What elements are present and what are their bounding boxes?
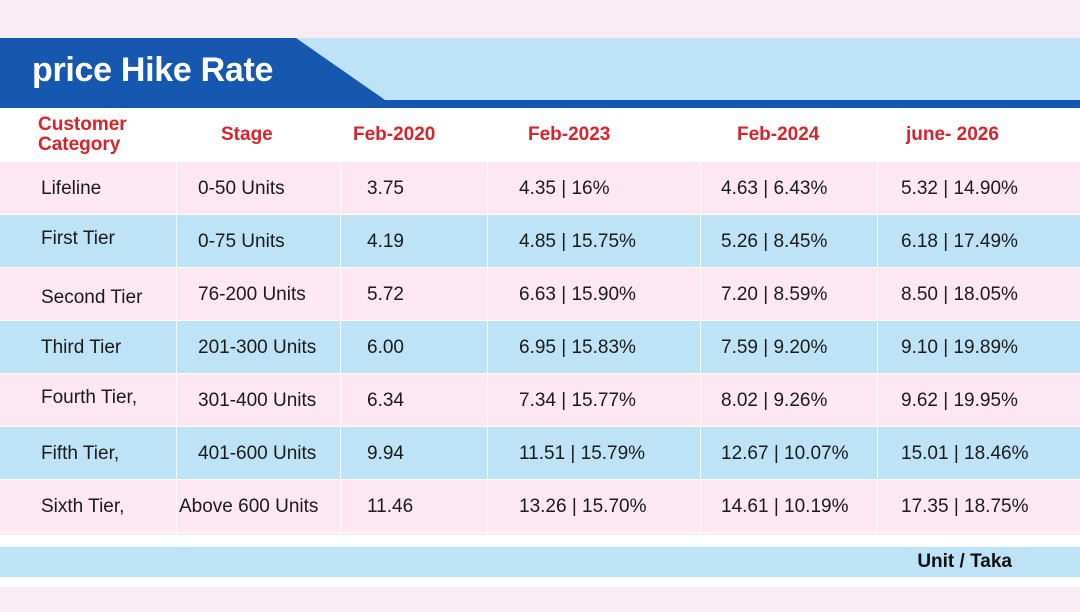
cell-customer-category: Third Tier <box>41 336 122 358</box>
cell-stage: 76-200 Units <box>198 283 306 305</box>
cell-feb-2023: 7.34 | 15.77% <box>519 389 636 411</box>
column-divider <box>700 268 701 321</box>
column-divider <box>176 374 177 427</box>
column-divider <box>340 427 341 480</box>
cell-customer-category: Lifeline <box>41 177 102 199</box>
cell-june-2026: 9.10 | 19.89% <box>901 336 1018 358</box>
column-divider <box>340 268 341 321</box>
cell-feb-2023: 6.95 | 15.83% <box>519 336 636 358</box>
cell-customer-category: First Tier <box>41 227 115 249</box>
cell-feb-2020: 3.75 <box>367 177 404 199</box>
footer-spacer <box>0 535 1080 547</box>
column-divider <box>877 480 878 533</box>
table-row: Second Tier 76-200 Units 5.72 6.63 | 15.90%… <box>0 268 1080 321</box>
cell-customer-category: Fifth Tier, <box>41 442 120 464</box>
column-divider <box>176 162 177 215</box>
column-divider <box>877 427 878 480</box>
table-row: Sixth Tier, Above 600 Units 11.46 13.26 | 1… <box>0 480 1080 533</box>
column-divider <box>340 215 341 268</box>
page-title: price Hike Rate <box>32 51 274 89</box>
cell-feb-2024: 8.02 | 9.26% <box>721 389 828 411</box>
cell-stage: 401-600 Units <box>198 442 317 464</box>
cell-feb-2023: 13.26 | 15.70% <box>519 495 647 517</box>
column-divider <box>700 321 701 374</box>
table-row: Lifeline 0-50 Units 3.75 4.35 | 16% 4.63 | 6… <box>0 162 1080 215</box>
column-divider <box>176 268 177 321</box>
unit-note: Unit / Taka <box>917 551 1012 572</box>
header-stage: Stage <box>221 124 273 145</box>
column-divider <box>340 162 341 215</box>
cell-customer-category: Fourth Tier, <box>41 386 138 408</box>
column-divider <box>700 215 701 268</box>
table-row: Third Tier 201-300 Units 6.00 6.95 | 15.83%… <box>0 321 1080 374</box>
column-divider <box>340 480 341 533</box>
table-row: First Tier 0-75 Units 4.19 4.85 | 15.75% 5.2… <box>0 215 1080 268</box>
column-divider <box>487 162 488 215</box>
column-divider <box>487 268 488 321</box>
column-divider <box>700 427 701 480</box>
banner-underline <box>0 100 1080 108</box>
header-feb-2024: Feb-2024 <box>737 124 820 145</box>
title-banner: price Hike Rate <box>0 38 1080 108</box>
cell-feb-2023: 4.85 | 15.75% <box>519 230 636 252</box>
header-customer-category: Customer Category <box>38 114 127 155</box>
table-row: Fourth Tier, 301-400 Units 6.34 7.34 | 15.7… <box>0 374 1080 427</box>
cell-june-2026: 6.18 | 17.49% <box>901 230 1018 252</box>
cell-june-2026: 17.35 | 18.75% <box>901 495 1029 517</box>
column-divider <box>487 427 488 480</box>
cell-feb-2024: 12.67 | 10.07% <box>721 442 849 464</box>
column-divider <box>877 321 878 374</box>
cell-june-2026: 5.32 | 14.90% <box>901 177 1018 199</box>
cell-stage: 0-50 Units <box>198 177 285 199</box>
cell-feb-2024: 7.20 | 8.59% <box>721 283 828 305</box>
cell-feb-2024: 5.26 | 8.45% <box>721 230 828 252</box>
cell-feb-2023: 11.51 | 15.79% <box>519 442 646 464</box>
cell-feb-2024: 7.59 | 9.20% <box>721 336 828 358</box>
column-divider <box>176 427 177 480</box>
cell-stage: 301-400 Units <box>198 389 317 411</box>
cell-stage: Above 600 Units <box>179 495 319 517</box>
cell-june-2026: 15.01 | 18.46% <box>901 442 1029 464</box>
column-divider <box>487 374 488 427</box>
cell-customer-category: Second Tier <box>41 286 143 308</box>
cell-feb-2020: 9.94 <box>367 442 404 464</box>
column-divider <box>340 321 341 374</box>
cell-feb-2020: 11.46 <box>367 495 414 517</box>
column-divider <box>487 215 488 268</box>
header-june-2026: june- 2026 <box>906 124 999 145</box>
table-header-row: Customer Category Stage Feb-2020 Feb-202… <box>0 108 1080 162</box>
cell-feb-2023: 6.63 | 15.90% <box>519 283 636 305</box>
column-divider <box>877 215 878 268</box>
column-divider <box>176 321 177 374</box>
column-divider <box>176 215 177 268</box>
table-row: Fifth Tier, 401-600 Units 9.94 11.51 | 15.7… <box>0 427 1080 480</box>
cell-feb-2024: 4.63 | 6.43% <box>721 177 828 199</box>
cell-june-2026: 8.50 | 18.05% <box>901 283 1018 305</box>
column-divider <box>700 162 701 215</box>
column-divider <box>877 162 878 215</box>
cell-stage: 0-75 Units <box>198 230 285 252</box>
cell-feb-2020: 6.34 <box>367 389 404 411</box>
header-feb-2020: Feb-2020 <box>353 124 436 145</box>
cell-feb-2023: 4.35 | 16% <box>519 177 610 199</box>
cell-feb-2020: 4.19 <box>367 230 404 252</box>
header-feb-2023: Feb-2023 <box>528 124 611 145</box>
footer-band <box>0 547 1080 577</box>
cell-feb-2024: 14.61 | 10.19% <box>721 495 849 517</box>
column-divider <box>700 480 701 533</box>
column-divider <box>877 374 878 427</box>
price-table: Customer Category Stage Feb-2020 Feb-202… <box>0 108 1080 533</box>
cell-june-2026: 9.62 | 19.95% <box>901 389 1018 411</box>
column-divider <box>176 480 177 533</box>
column-divider <box>877 268 878 321</box>
column-divider <box>700 374 701 427</box>
cell-feb-2020: 6.00 <box>367 336 404 358</box>
cell-stage: 201-300 Units <box>198 336 317 358</box>
cell-customer-category: Sixth Tier, <box>41 495 125 517</box>
footer-spacer-bottom <box>0 577 1080 587</box>
column-divider <box>340 374 341 427</box>
column-divider <box>487 480 488 533</box>
column-divider <box>487 321 488 374</box>
cell-feb-2020: 5.72 <box>367 283 404 305</box>
